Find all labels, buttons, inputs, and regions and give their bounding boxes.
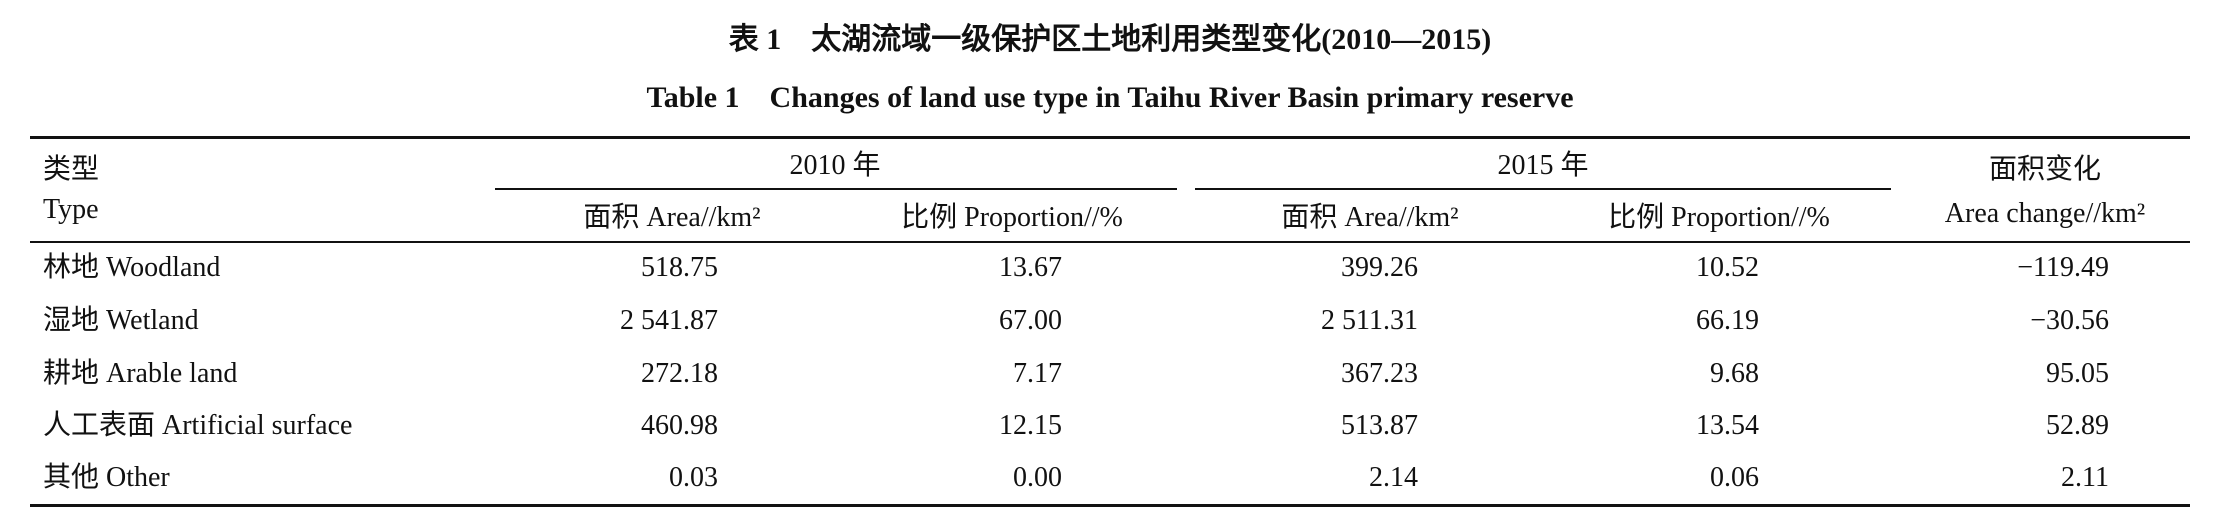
cell: 12.15 xyxy=(999,410,1062,441)
cell: 518.75 xyxy=(641,252,718,283)
cell: 13.67 xyxy=(999,252,1062,283)
cell: 0.00 xyxy=(1013,462,1062,493)
cell: 9.68 xyxy=(1710,358,1759,389)
header: Type xyxy=(43,194,99,225)
row-label: 其他 Other xyxy=(43,462,170,493)
sub-rule xyxy=(1195,188,1891,190)
cell: 460.98 xyxy=(641,410,718,441)
header: 比例 Proportion//% xyxy=(901,202,1123,233)
cell: 67.00 xyxy=(999,305,1062,336)
header-rule xyxy=(30,241,2190,243)
cell: 66.19 xyxy=(1696,305,1759,336)
header: 面积变化 xyxy=(1988,154,2102,185)
cell: 2 541.87 xyxy=(620,305,718,336)
top-rule xyxy=(30,136,2190,139)
bottom-rule xyxy=(30,504,2190,507)
header: 2015 年 xyxy=(1497,150,1589,181)
header: Area change//km² xyxy=(1944,198,2146,229)
cell: 52.89 xyxy=(2046,410,2109,441)
cell: 0.06 xyxy=(1710,462,1759,493)
header: 类型 xyxy=(43,154,100,185)
cell: 2 511.31 xyxy=(1321,305,1418,336)
row-label: 耕地 Arable land xyxy=(43,358,238,389)
row-label: 人工表面 Artificial surface xyxy=(43,410,353,441)
row-label: 湿地 Wetland xyxy=(43,305,199,336)
cell: −119.49 xyxy=(2017,252,2109,283)
row-label: 林地 Woodland xyxy=(43,252,221,283)
header: 面积 Area//km² xyxy=(1281,202,1459,233)
cell: 95.05 xyxy=(2046,358,2109,389)
cell: 2.11 xyxy=(2061,462,2109,493)
cell: 10.52 xyxy=(1696,252,1759,283)
header: 面积 Area//km² xyxy=(583,202,761,233)
title-en: Table 1 Changes of land use type in Taih… xyxy=(646,81,1574,114)
cell: 367.23 xyxy=(1341,358,1418,389)
cell: 399.26 xyxy=(1341,252,1418,283)
title-cn: 表 1 太湖流域一级保护区土地利用类型变化(2010—2015) xyxy=(728,23,1492,56)
cell: 13.54 xyxy=(1696,410,1759,441)
header: 2010 年 xyxy=(789,150,881,181)
cell: 7.17 xyxy=(1013,358,1062,389)
header: 比例 Proportion//% xyxy=(1608,202,1830,233)
cell: 513.87 xyxy=(1341,410,1418,441)
cell: −30.56 xyxy=(2030,305,2109,336)
cell: 2.14 xyxy=(1369,462,1418,493)
cell: 0.03 xyxy=(669,462,718,493)
sub-rule xyxy=(495,188,1177,190)
cell: 272.18 xyxy=(641,358,718,389)
